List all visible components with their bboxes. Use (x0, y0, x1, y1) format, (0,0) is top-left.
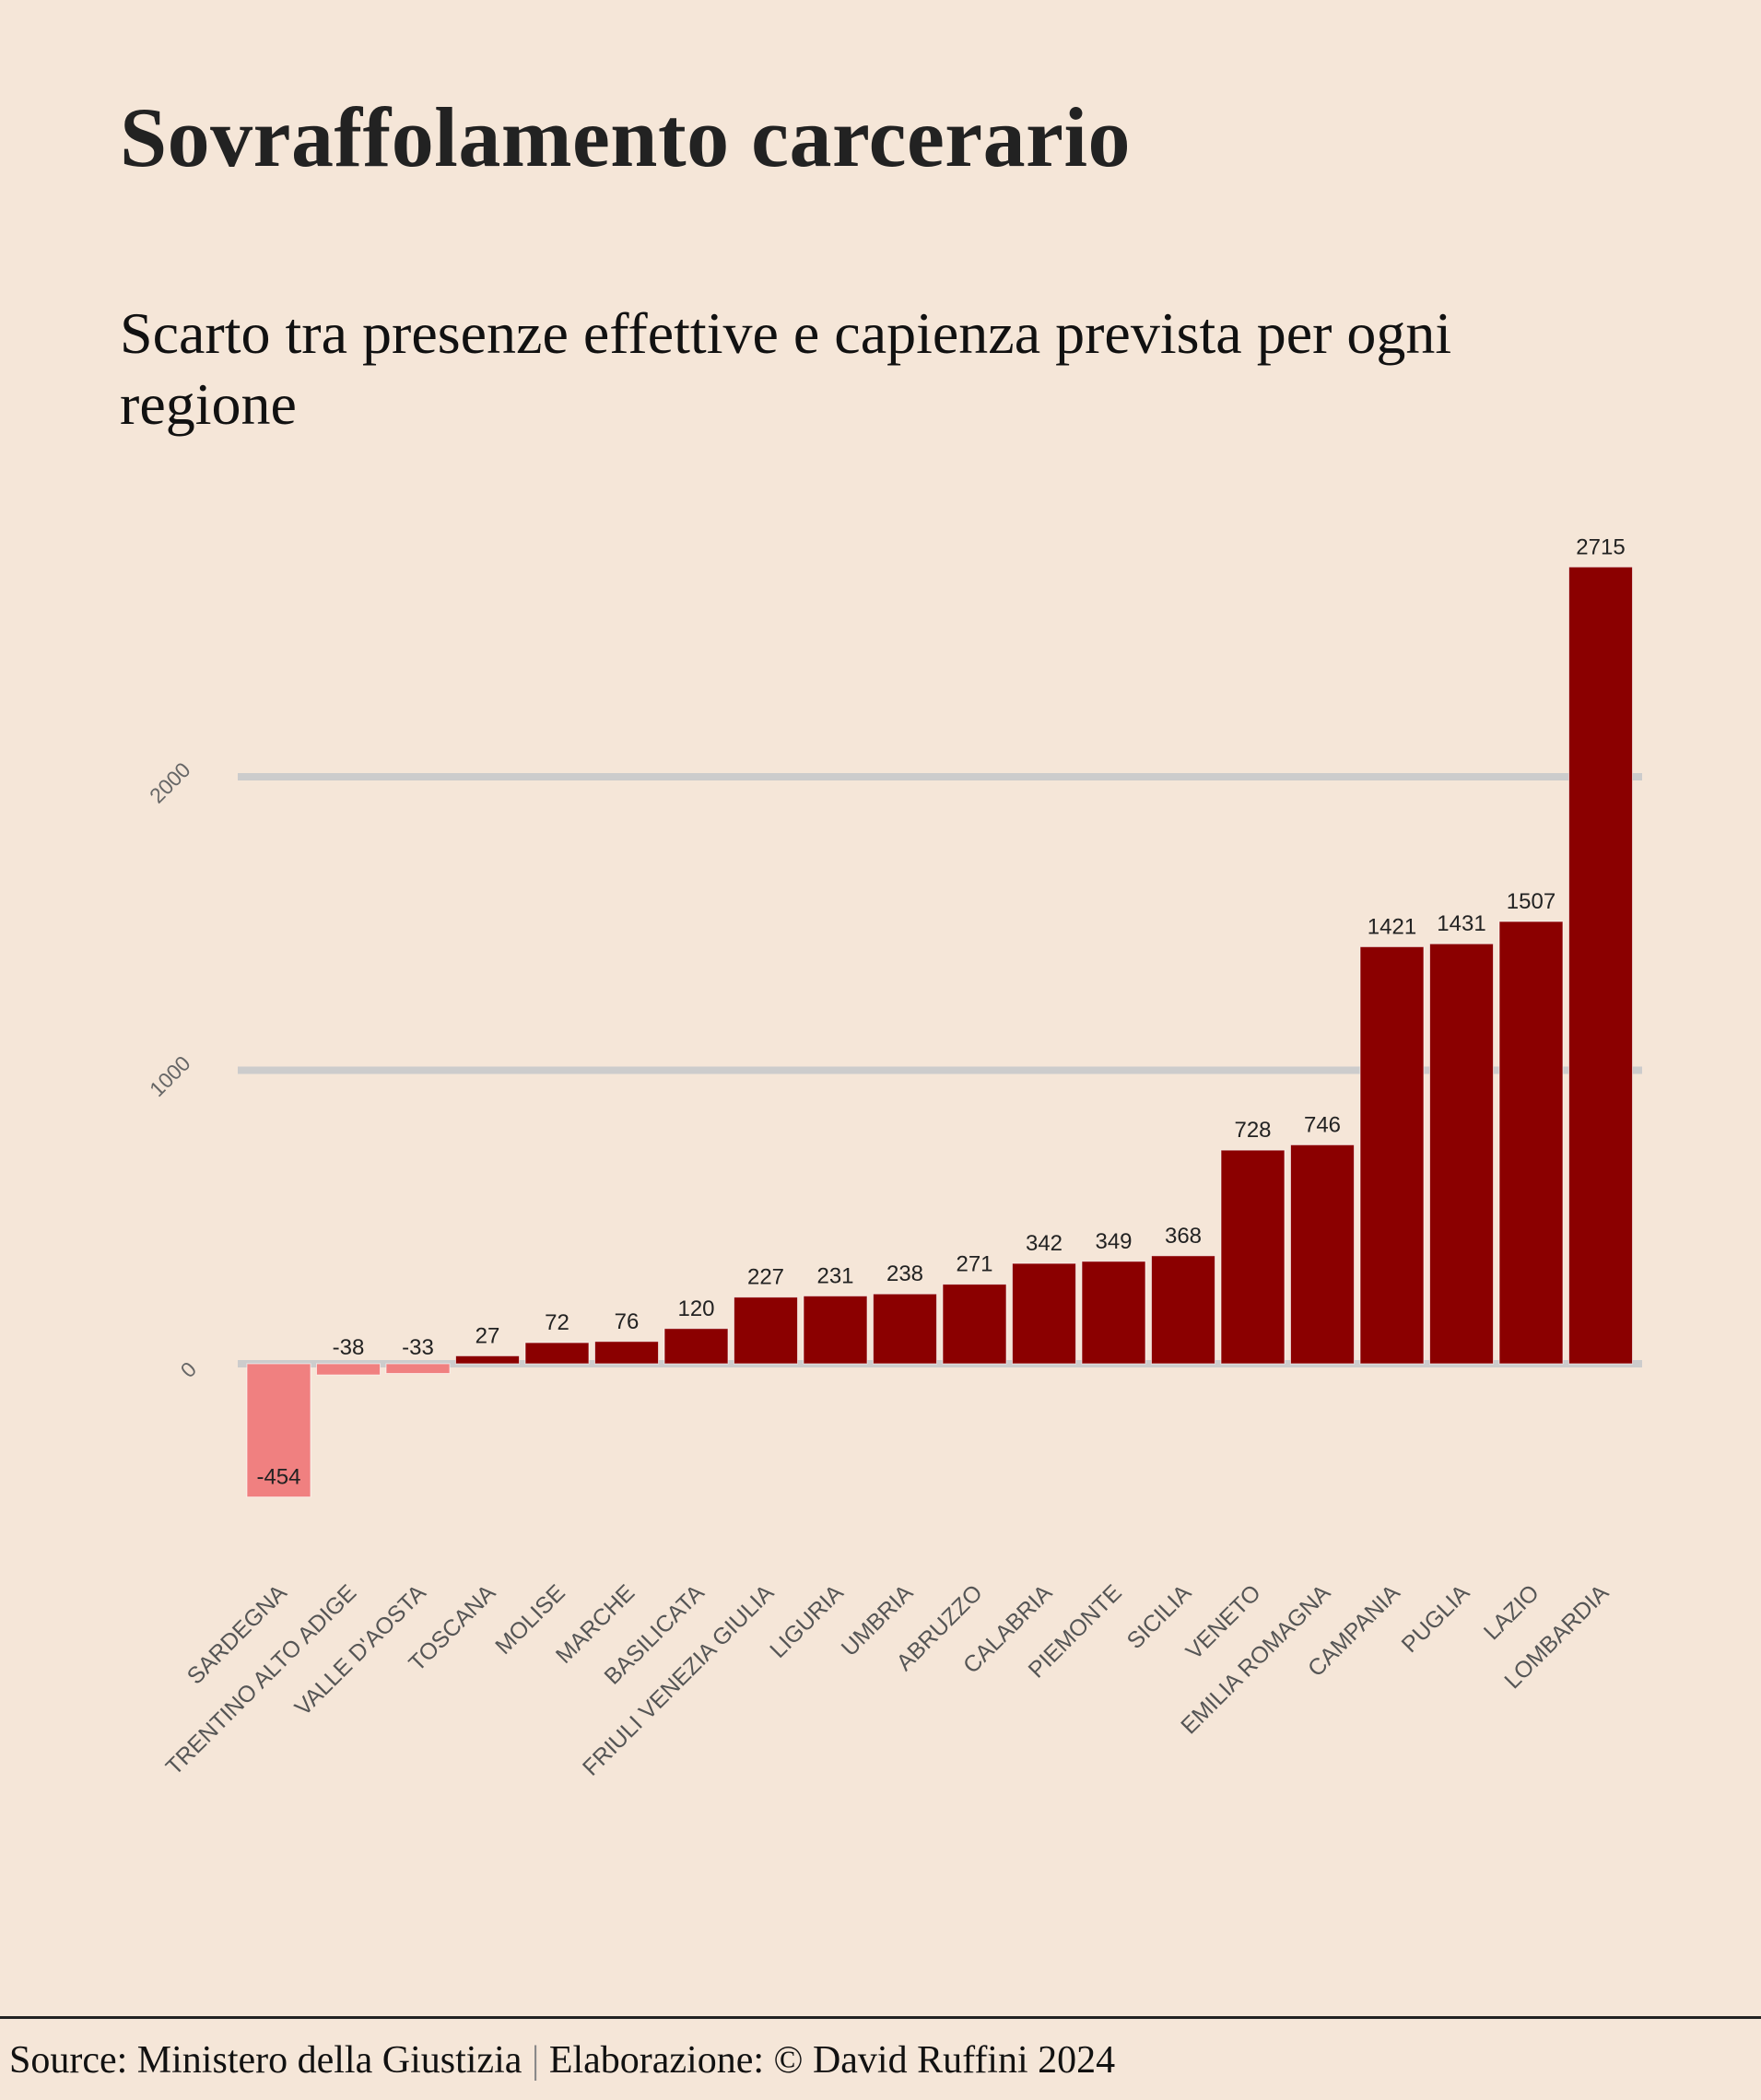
y-axis-ticks: 0 1000 2000 (145, 757, 201, 1382)
chart-title: Sovraffolamento carcerario (120, 90, 1132, 184)
value-label: 72 (545, 1310, 569, 1335)
value-label: 120 (677, 1296, 714, 1321)
value-label: 728 (1234, 1118, 1271, 1143)
bar-chart: 0 1000 2000 -454 -38 -33 27 72 76 120 227 231 238 27… (145, 534, 1642, 1781)
footer-divider (0, 2016, 1761, 2019)
bar-valle-d-aosta (385, 1363, 451, 1375)
bar-campania (1359, 945, 1425, 1365)
bar-molise (524, 1342, 590, 1365)
gridline-2000 (238, 773, 1642, 780)
value-label: -454 (256, 1465, 300, 1490)
bar-friuli-venezia-giulia (734, 1296, 798, 1365)
bar-abruzzo (942, 1284, 1007, 1365)
value-label: 1507 (1507, 889, 1556, 914)
bar-trentino-alto-adige (316, 1363, 381, 1376)
x-tick-label: LIGURIA (765, 1579, 849, 1663)
value-label: 76 (615, 1309, 640, 1334)
footer-credit: Elaborazione: © David Ruffini 2024 (548, 2039, 1116, 2082)
x-tick-label: PUGLIA (1397, 1579, 1475, 1658)
bar-lazio (1498, 921, 1564, 1365)
footer: Source: Ministero della Giustizia | Elab… (9, 2038, 1115, 2082)
value-label: 27 (475, 1323, 500, 1348)
gridlines (238, 773, 1642, 1367)
value-label: -33 (402, 1335, 434, 1360)
value-label: 1431 (1437, 911, 1485, 936)
bar-umbria (873, 1293, 937, 1365)
y-tick-label: 2000 (145, 757, 195, 808)
bar-sardegna (246, 1363, 311, 1498)
bar-marche (594, 1341, 659, 1365)
bar-sicilia (1151, 1255, 1215, 1365)
bar-piemonte (1081, 1261, 1146, 1365)
value-label: 231 (816, 1263, 853, 1288)
value-label: 1421 (1368, 914, 1416, 939)
bars (246, 566, 1633, 1498)
value-label: 349 (1095, 1229, 1132, 1254)
bar-lombardia (1568, 566, 1633, 1365)
value-label: 227 (747, 1265, 784, 1290)
gridline-1000 (238, 1066, 1642, 1074)
value-labels: -454 -38 -33 27 72 76 120 227 231 238 271 342 349 368… (256, 534, 1625, 1489)
value-label: 746 (1304, 1112, 1341, 1137)
bar-calabria (1012, 1262, 1076, 1365)
bar-basilicata (663, 1328, 729, 1365)
value-label: 368 (1165, 1224, 1202, 1249)
bar-toscana (455, 1355, 520, 1365)
bar-puglia (1429, 943, 1494, 1365)
x-tick-label: LAZIO (1479, 1579, 1544, 1645)
bar-liguria (803, 1295, 868, 1365)
y-tick-label: 1000 (145, 1051, 195, 1102)
y-tick-label: 0 (176, 1357, 201, 1382)
bar-veneto (1220, 1149, 1286, 1365)
footer-separator: | (531, 2039, 540, 2082)
chart-subtitle: Scarto tra presenze effettive e capienza… (120, 300, 1452, 437)
value-label: 342 (1026, 1231, 1062, 1256)
value-label: 2715 (1576, 534, 1625, 559)
value-label: 238 (886, 1261, 923, 1286)
gridline-0 (238, 1360, 1642, 1367)
value-label: -38 (333, 1335, 365, 1360)
bar-emilia-romagna (1290, 1144, 1355, 1365)
value-label: 271 (956, 1252, 992, 1277)
x-tick-label: VALLE D'AOSTA (290, 1579, 431, 1720)
footer-source: Source: Ministero della Giustizia (9, 2039, 522, 2082)
